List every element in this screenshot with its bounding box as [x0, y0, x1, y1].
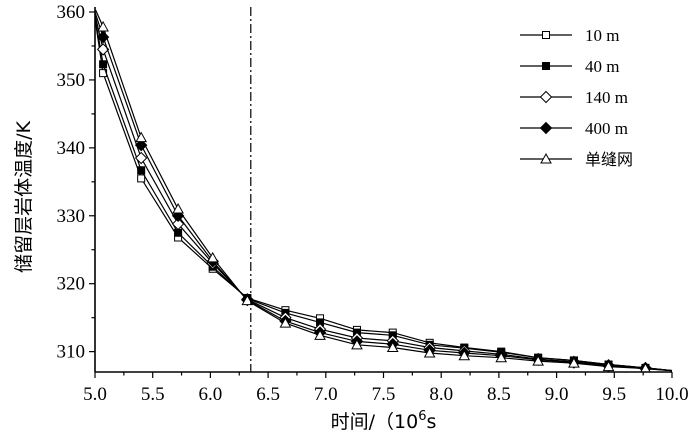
data-point — [602, 360, 615, 372]
x-axis-label: 时间/（106s — [331, 409, 437, 433]
legend-marker — [539, 90, 553, 104]
axes-group: 5.0 5.5 6.0 6.5 7.0 7.5 8.0 8.5 9.0 9.5 10.0 310 320… — [57, 2, 689, 405]
legend-marker — [542, 31, 550, 39]
legend-item-3: 140 m — [520, 88, 628, 107]
data-point — [386, 341, 399, 353]
y-axis-label: 储留层岩体温度/K — [13, 121, 35, 273]
data-point — [172, 202, 184, 214]
series-line — [95, 11, 672, 372]
y-tick-label: 350 — [57, 70, 86, 91]
legend-label: 40 m — [585, 57, 619, 76]
data-point — [241, 294, 254, 306]
legend-label: 400 m — [585, 119, 628, 138]
data-point — [568, 357, 580, 368]
x-tick-label: 7.0 — [314, 384, 338, 405]
x-tick-label: 5.5 — [141, 384, 165, 405]
x-tick-label: 5.0 — [83, 384, 107, 405]
legend-item-1: 10 m — [520, 26, 619, 45]
legend-marker — [540, 152, 552, 164]
data-point — [351, 338, 363, 350]
legend: 10 m 40 m 140 m 400 m 单缝网 — [520, 26, 633, 169]
plot-series-group — [95, 10, 672, 372]
data-point — [135, 131, 148, 143]
y-tick-label: 310 — [57, 342, 86, 363]
x-tick-label: 6.0 — [199, 384, 223, 405]
data-point — [174, 228, 183, 237]
legend-label: 140 m — [585, 88, 628, 107]
x-tick-label: 7.5 — [372, 384, 396, 405]
data-point — [532, 355, 544, 366]
data-point — [97, 20, 109, 32]
data-point — [314, 329, 326, 340]
x-tick-label: 6.5 — [256, 384, 280, 405]
x-tick-label: 9.5 — [602, 384, 626, 405]
data-point — [137, 166, 146, 175]
legend-marker — [539, 121, 553, 135]
x-tick-label: 8.5 — [487, 384, 511, 405]
legend-item-5: 单缝网 — [520, 150, 633, 169]
series-5 — [95, 10, 672, 372]
y-tick-label: 320 — [57, 274, 86, 295]
data-point — [495, 351, 508, 363]
data-point — [423, 346, 436, 358]
data-point — [279, 317, 292, 328]
x-tick-label: 9.0 — [545, 384, 569, 405]
legend-marker — [542, 62, 550, 70]
legend-item-4: 400 m — [520, 119, 628, 138]
data-point — [458, 349, 471, 361]
y-tick-label: 360 — [57, 2, 86, 23]
x-axis-label-superscript: 6 — [418, 409, 426, 424]
data-point — [171, 217, 185, 231]
legend-label: 单缝网 — [585, 150, 633, 169]
data-point — [137, 174, 146, 183]
series-line — [95, 16, 672, 372]
data-point — [206, 251, 219, 263]
data-point — [134, 151, 148, 165]
data-point — [99, 60, 108, 69]
data-point — [640, 362, 651, 372]
legend-label: 10 m — [585, 26, 619, 45]
legend-item-2: 40 m — [520, 57, 619, 76]
y-tick-label: 340 — [57, 138, 86, 159]
x-axis-label-suffix: s — [426, 411, 436, 433]
y-tick-label: 330 — [57, 206, 86, 227]
x-tick-label: 8.0 — [429, 384, 453, 405]
x-axis-label-prefix: 时间/（10 — [331, 411, 419, 433]
series-line — [95, 10, 672, 372]
x-tick-label: 10.0 — [655, 384, 688, 405]
